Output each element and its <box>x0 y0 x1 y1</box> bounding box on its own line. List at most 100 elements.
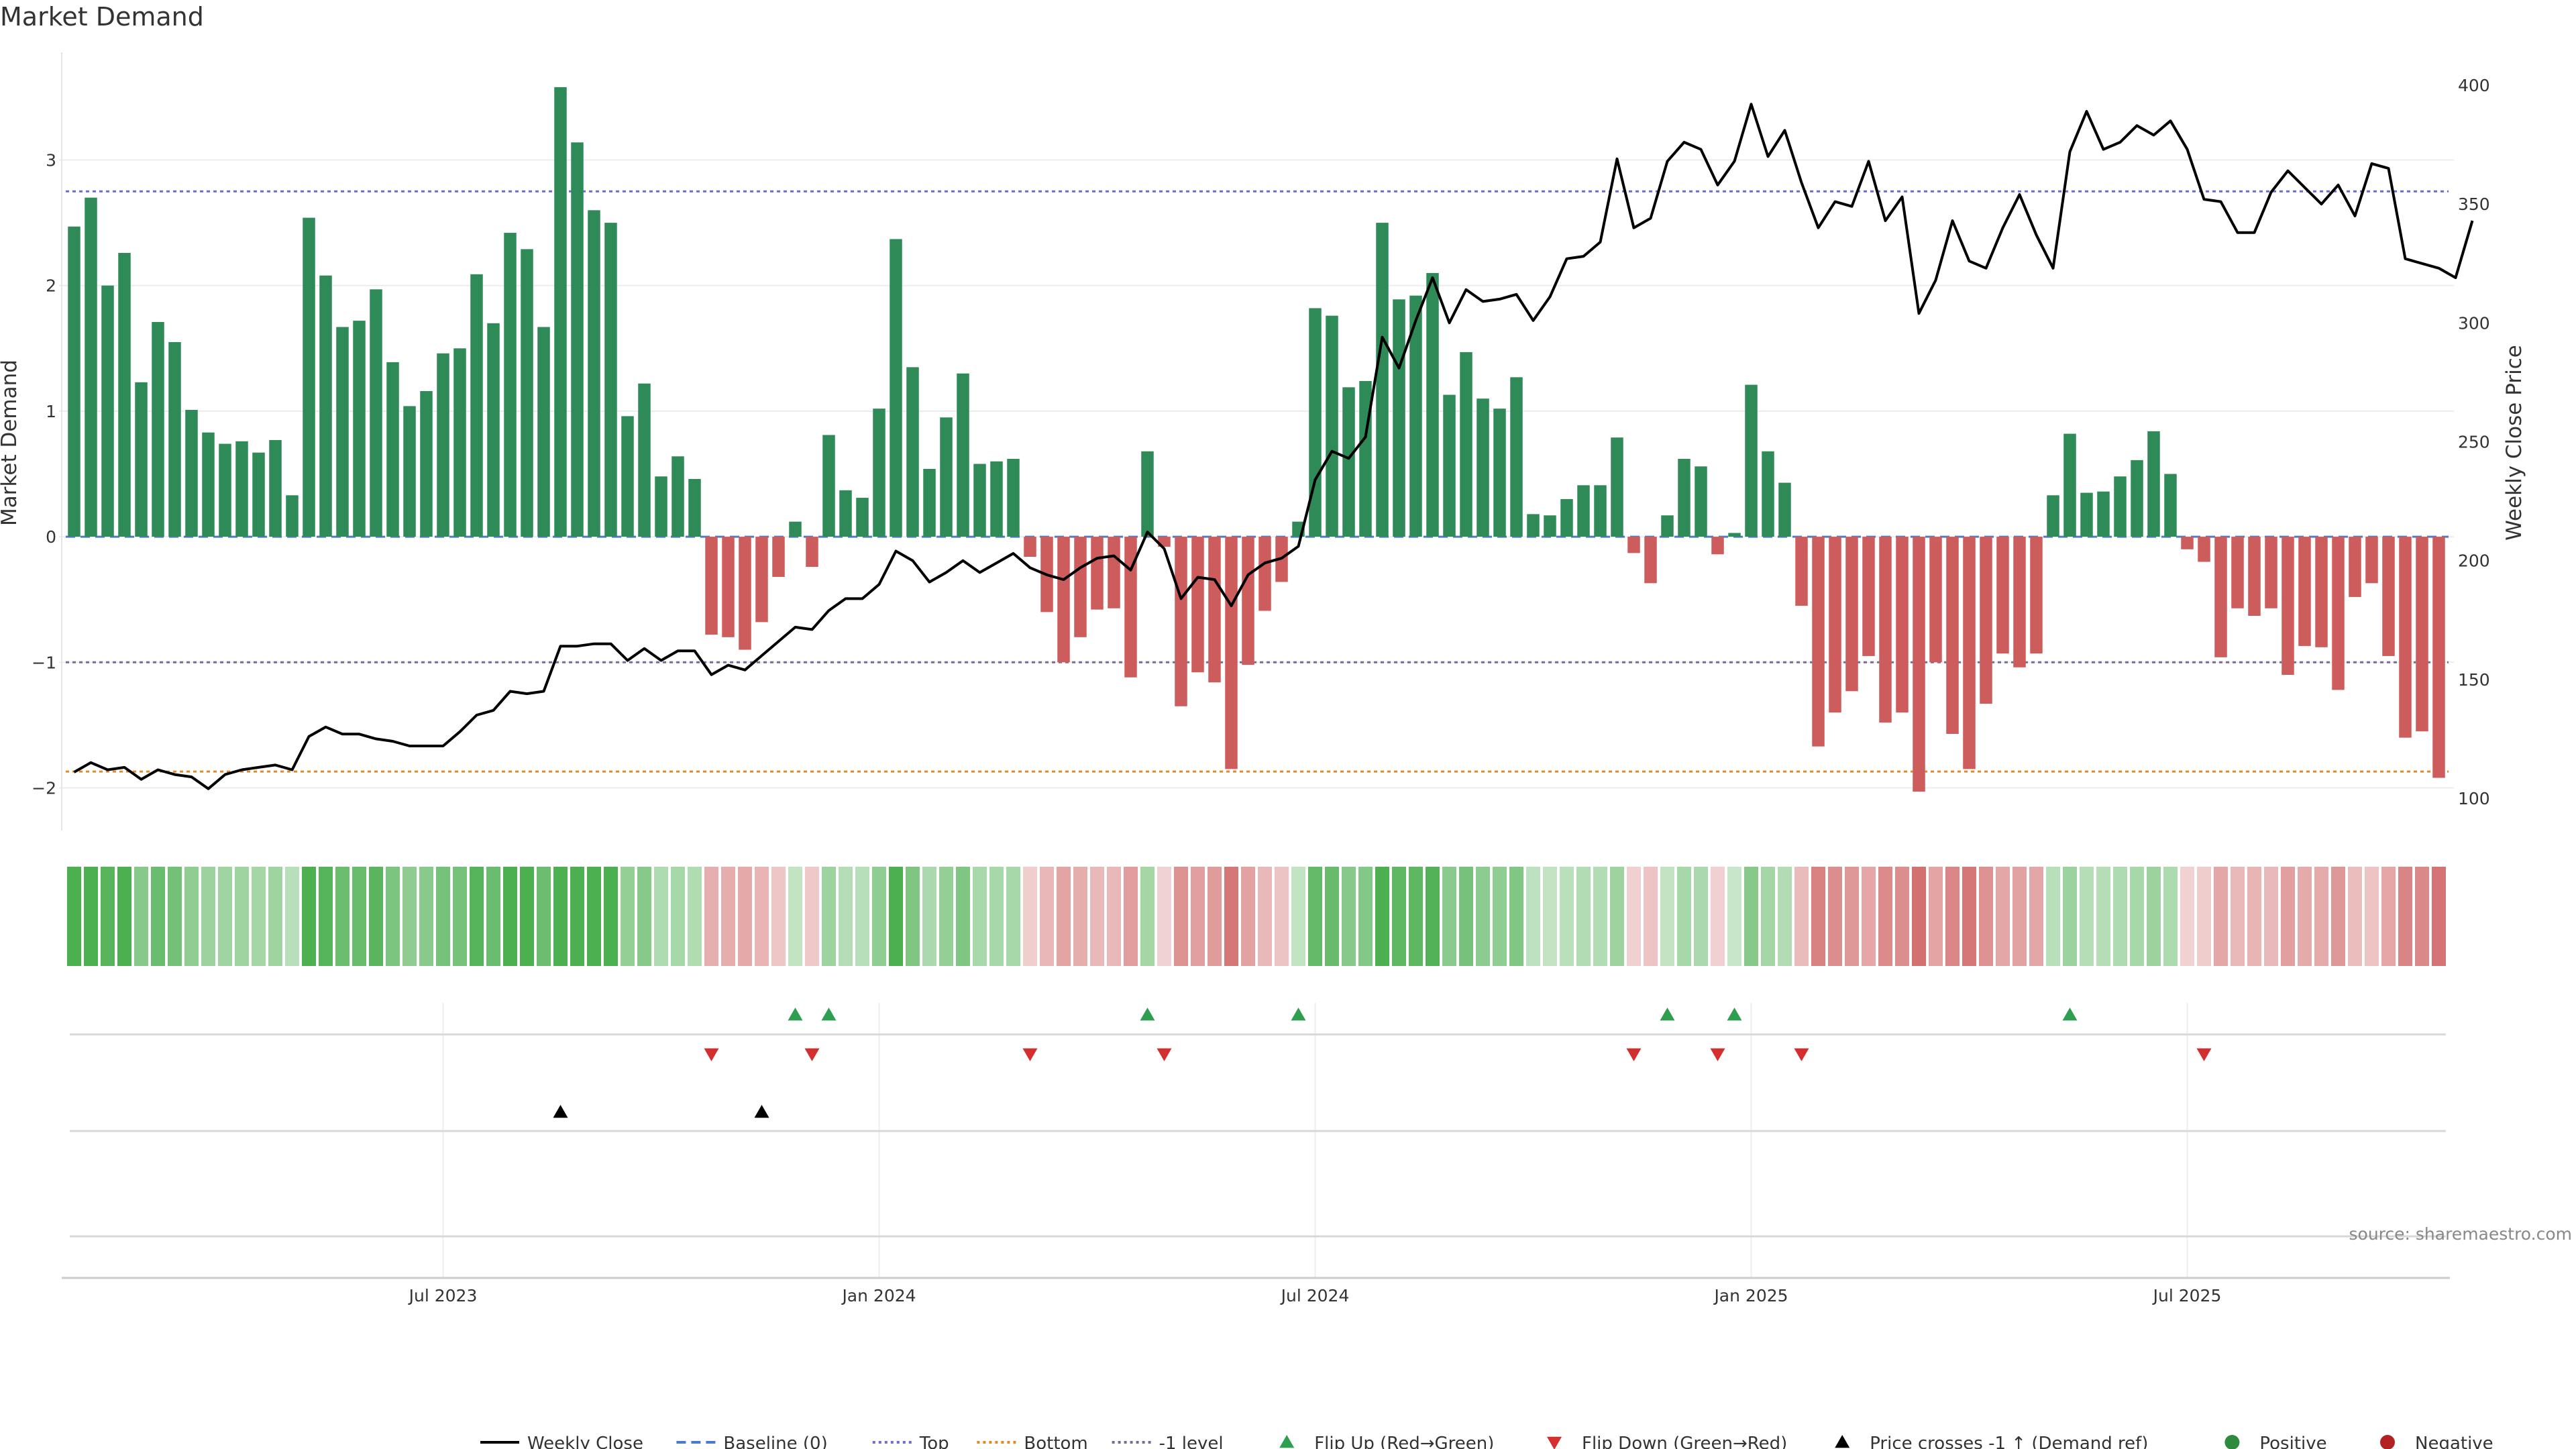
x-tick-label: Jul 2024 <box>1280 1286 1350 1305</box>
heat-cell <box>855 867 869 966</box>
right-tick-label: 300 <box>2458 313 2490 333</box>
demand-bar <box>202 432 215 537</box>
heat-cell <box>2331 867 2345 966</box>
demand-bar <box>1141 451 1154 537</box>
price-cross-marker <box>553 1105 568 1118</box>
demand-bar <box>2214 537 2227 657</box>
demand-bar <box>1242 537 1254 665</box>
demand-bar <box>1208 537 1221 683</box>
flip-down-marker <box>1710 1048 1725 1061</box>
demand-bar <box>2265 537 2277 608</box>
flip-up-marker <box>1660 1008 1675 1021</box>
heat-cell <box>1208 867 1222 966</box>
demand-bar <box>1074 537 1087 637</box>
heat-cell <box>587 867 601 966</box>
legend-label: Baseline (0) <box>723 1434 827 1449</box>
legend-swatch <box>1279 1435 1295 1448</box>
demand-bars <box>68 87 2445 792</box>
legend-label: Negative <box>2415 1434 2493 1449</box>
heat-cell <box>2147 867 2161 966</box>
demand-bar <box>1493 409 1506 537</box>
demand-bar <box>2382 537 2395 656</box>
heat-cell <box>771 867 786 966</box>
demand-bar <box>453 348 466 537</box>
demand-bar <box>420 390 433 537</box>
demand-bar <box>1409 295 1422 537</box>
heat-cell <box>268 867 282 966</box>
demand-bar <box>2416 537 2428 732</box>
demand-bar <box>252 452 265 537</box>
heat-cell <box>1862 867 1876 966</box>
demand-bar <box>2332 537 2345 690</box>
demand-bar <box>940 417 953 537</box>
heat-cell <box>1593 867 1607 966</box>
demand-bar <box>1258 537 1271 611</box>
heat-cell <box>2046 867 2060 966</box>
heat-cell <box>553 867 568 966</box>
demand-bar <box>1108 537 1120 608</box>
heat-cell <box>1878 867 1892 966</box>
heat-cell <box>2130 867 2144 966</box>
heat-cell <box>1660 867 1674 966</box>
demand-bar <box>135 382 148 537</box>
heat-cell <box>2247 867 2261 966</box>
heat-cell <box>956 867 970 966</box>
right-axis-label: Weekly Close Price <box>2502 345 2526 541</box>
heat-cell <box>688 867 702 966</box>
price-cross-marker <box>754 1105 769 1118</box>
heat-cell <box>369 867 383 966</box>
demand-heat-strip <box>67 867 2446 966</box>
demand-bar <box>990 461 1003 537</box>
heat-cell <box>1711 867 1725 966</box>
heat-cell <box>1392 867 1406 966</box>
heat-cell <box>235 867 249 966</box>
demand-bar <box>1762 451 1774 537</box>
weekly-close-line <box>73 103 2474 790</box>
demand-bar <box>2365 537 2378 584</box>
demand-bar <box>1024 537 1036 557</box>
heat-cell <box>1576 867 1591 966</box>
demand-bar <box>152 321 164 537</box>
demand-bar <box>2181 537 2194 549</box>
demand-bar <box>655 476 667 537</box>
demand-bar <box>2399 537 2412 738</box>
x-tick-label: Jul 2023 <box>408 1286 478 1305</box>
flip-down-marker <box>1626 1048 1642 1061</box>
heat-cell <box>1325 867 1339 966</box>
heat-cell <box>788 867 802 966</box>
demand-bar <box>353 321 366 537</box>
demand-bar <box>1124 537 1137 678</box>
heat-cell <box>1358 867 1373 966</box>
heat-cell <box>2012 867 2027 966</box>
demand-bar <box>2131 460 2143 537</box>
demand-bar <box>638 383 651 537</box>
heat-cell <box>2365 867 2379 966</box>
heat-cell <box>1845 867 1859 966</box>
demand-bar <box>873 409 885 537</box>
demand-bar <box>319 275 332 537</box>
left-tick-label: 3 <box>46 150 56 170</box>
legend-label: Price crosses -1 ↑ (Demand ref) <box>1870 1434 2148 1449</box>
heat-cell <box>1543 867 1557 966</box>
legend-label: Weekly Close <box>527 1434 643 1449</box>
demand-bar <box>1175 537 1187 706</box>
demand-bar <box>1728 533 1741 537</box>
demand-bar <box>2231 537 2244 608</box>
demand-bar <box>2248 537 2261 616</box>
chart-title: Market Demand <box>0 2 204 32</box>
flip-down-marker <box>2196 1048 2212 1061</box>
demand-bar <box>521 249 533 537</box>
legend-label: Flip Down (Green→Red) <box>1582 1434 1787 1449</box>
demand-bar <box>1342 387 1355 537</box>
heat-cell <box>2113 867 2127 966</box>
demand-bar <box>1091 537 1104 610</box>
heat-cell <box>1509 867 1523 966</box>
main-grid <box>59 52 2454 830</box>
demand-bar <box>621 416 634 537</box>
flip-down-marker <box>704 1048 719 1061</box>
heat-cell <box>520 867 534 966</box>
heat-cell <box>1308 867 1322 966</box>
heat-cell <box>2163 867 2178 966</box>
heat-cell <box>1224 867 1238 966</box>
demand-bar <box>2030 537 2043 654</box>
